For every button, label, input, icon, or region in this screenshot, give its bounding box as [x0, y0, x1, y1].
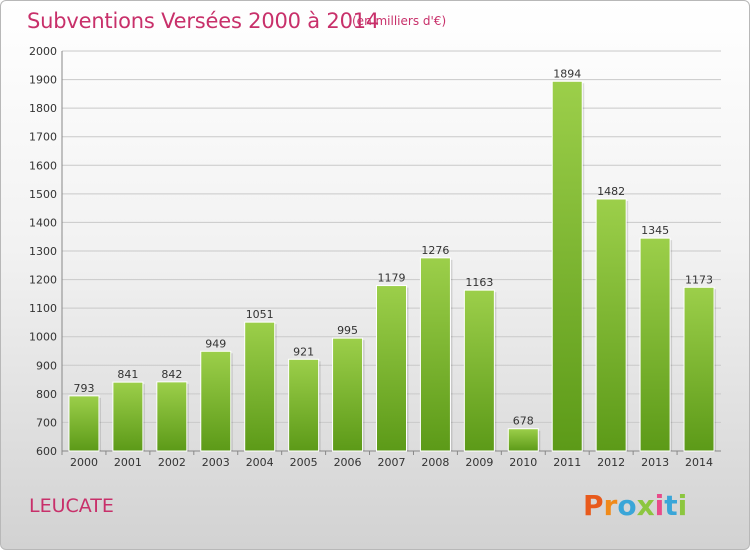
logo-letter: o	[617, 489, 637, 522]
y-tick-label: 1800	[29, 102, 57, 115]
y-tick-label: 1400	[29, 216, 57, 229]
x-tick-label: 2009	[465, 456, 493, 469]
logo-letter: r	[603, 489, 618, 522]
bars	[68, 80, 717, 452]
x-tick-label: 2012	[597, 456, 625, 469]
x-tick-label: 2004	[246, 456, 274, 469]
bar-value-label: 1276	[421, 244, 449, 257]
bar	[376, 285, 407, 452]
y-tick-label: 1300	[29, 245, 57, 258]
x-tick-label: 2003	[202, 456, 230, 469]
x-tick-label: 2006	[334, 456, 362, 469]
x-tick-label: 2008	[421, 456, 449, 469]
x-tick-label: 2011	[553, 456, 581, 469]
logo-letter: t	[664, 489, 678, 522]
labels: 600 700 800 900 1000 1100 1200 1300 1400 1500 1600…	[29, 45, 713, 469]
bar	[507, 428, 539, 452]
bar	[639, 237, 671, 452]
y-tick-label: 2000	[29, 45, 57, 58]
x-tick-label: 2007	[378, 456, 406, 469]
bar-value-label: 842	[161, 368, 182, 381]
bar	[551, 80, 583, 452]
bar-value-label: 1173	[685, 273, 713, 286]
bar	[419, 257, 451, 452]
bar-value-label: 1179	[378, 272, 406, 285]
x-tick-label: 2002	[158, 456, 186, 469]
y-tick-label: 1500	[29, 188, 57, 201]
bar-value-label: 1482	[597, 185, 625, 198]
logo-letter: P	[583, 489, 604, 522]
y-tick-label: 1600	[29, 159, 57, 172]
logo-letter: x	[636, 489, 655, 522]
y-tick-label: 1900	[29, 74, 57, 87]
y-tick-label: 800	[36, 388, 57, 401]
bar-value-label: 793	[73, 382, 94, 395]
x-tick-label: 2013	[641, 456, 669, 469]
bar-value-label: 1894	[553, 67, 581, 80]
y-tick-label: 600	[36, 445, 57, 458]
bar-value-label: 1163	[465, 276, 493, 289]
bar	[244, 321, 276, 452]
bar	[200, 350, 232, 452]
location-name: LEUCATE	[29, 495, 114, 517]
bar	[288, 358, 320, 452]
x-tick-label: 2001	[114, 456, 142, 469]
bar-value-label: 678	[513, 415, 534, 428]
y-tick-label: 900	[36, 359, 57, 372]
logo-letter: i	[654, 489, 665, 522]
bar-value-label: 841	[117, 368, 138, 381]
bar	[463, 289, 495, 452]
bar	[112, 381, 144, 452]
bar	[156, 381, 188, 452]
bar	[595, 198, 627, 452]
y-tick-label: 1100	[29, 302, 57, 315]
x-tick-label: 2014	[685, 456, 713, 469]
chart-title: Subventions Versées 2000 à 2014	[27, 9, 380, 33]
y-tick-label: 700	[36, 416, 57, 429]
bar-value-label: 1345	[641, 224, 669, 237]
bar	[68, 395, 100, 452]
y-tick-label: 1700	[29, 131, 57, 144]
x-tick-label: 2000	[70, 456, 98, 469]
bar-value-label: 949	[205, 337, 226, 350]
logo-letter: i	[677, 489, 688, 522]
y-tick-label: 1000	[29, 331, 57, 344]
bar	[683, 286, 715, 452]
bar-value-label: 1051	[246, 308, 274, 321]
x-tick-label: 2005	[290, 456, 318, 469]
y-tick-label: 1200	[29, 274, 57, 287]
bar-value-label: 921	[293, 345, 314, 358]
proxiti-logo: Proxiti	[583, 489, 687, 522]
bar-value-label: 995	[337, 324, 358, 337]
bar	[332, 337, 364, 452]
chart-subtitle: (en milliers d'€)	[352, 14, 447, 28]
x-tick-label: 2010	[509, 456, 537, 469]
